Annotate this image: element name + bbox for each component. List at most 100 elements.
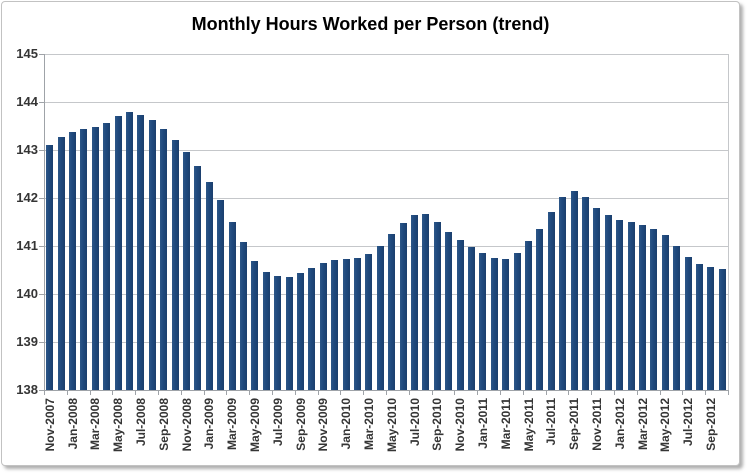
- y-axis-label: 145: [16, 46, 38, 61]
- chart-title: Monthly Hours Worked per Person (trend): [191, 14, 550, 34]
- y-axis-tick: [39, 54, 44, 55]
- x-axis-tick: [636, 390, 638, 395]
- x-axis-label: May-2008: [111, 398, 126, 453]
- bar: [240, 242, 247, 390]
- bar: [171, 139, 179, 390]
- bar: [114, 116, 122, 390]
- x-axis-label: May-2011: [521, 398, 536, 452]
- x-axis-tick: [568, 390, 570, 395]
- bar: [308, 267, 316, 390]
- bar-chart-plot-area: 138 139 140 141 142 143 144 145 Nov-2007 Jan-2008…: [2, 2, 739, 465]
- bar: [718, 268, 726, 390]
- x-axis-tick: [249, 390, 251, 395]
- x-axis-label: Jan-2009: [202, 398, 217, 450]
- x-axis-label: Mar-2011: [498, 398, 513, 450]
- bar: [365, 253, 373, 390]
- x-axis-tick: [614, 390, 615, 395]
- x-axis-label: Mar-2010: [361, 398, 376, 451]
- x-axis-label: Sep-2012: [703, 398, 718, 451]
- bar: [80, 129, 88, 390]
- y-axis-tick: [39, 246, 44, 247]
- y-gridline: [44, 198, 728, 199]
- bar: [183, 152, 190, 390]
- x-axis-tick: [272, 390, 273, 395]
- bar: [536, 228, 544, 390]
- bar: [696, 264, 703, 390]
- x-axis-tick: [89, 390, 91, 395]
- bar: [661, 235, 669, 390]
- x-axis-tick: [408, 390, 410, 395]
- x-axis-label: Nov-2008: [179, 398, 194, 452]
- plot-right-border: [728, 54, 729, 390]
- bar: [707, 267, 715, 390]
- x-axis-tick: [317, 390, 319, 395]
- bar: [251, 261, 259, 390]
- x-axis-tick: [158, 390, 159, 395]
- bar: [468, 247, 475, 390]
- bar: [297, 272, 304, 390]
- bar: [673, 246, 681, 390]
- bar: [616, 220, 624, 390]
- x-axis-tick: [112, 390, 114, 395]
- y-axis-tick: [39, 102, 44, 103]
- bar: [354, 258, 361, 390]
- bar: [285, 277, 293, 390]
- x-axis-label: May-2010: [384, 398, 399, 453]
- x-axis-label: Jan-2008: [65, 398, 80, 450]
- x-axis-tick: [226, 390, 228, 395]
- bar: [650, 229, 658, 390]
- bar: [194, 165, 202, 390]
- x-axis-tick: [203, 390, 205, 395]
- bar: [627, 222, 635, 390]
- x-axis-tick: [431, 390, 433, 395]
- y-gridline: [44, 102, 728, 103]
- x-axis-label: Sep-2009: [293, 398, 308, 451]
- bar: [570, 190, 578, 390]
- bar: [490, 257, 498, 390]
- x-axis-tick: [477, 390, 479, 395]
- bar: [445, 232, 453, 390]
- x-axis-label: Nov-2010: [453, 398, 468, 452]
- x-axis-label: Sep-2010: [430, 398, 445, 451]
- y-gridline: [44, 150, 728, 151]
- bar: [148, 119, 156, 390]
- bar: [217, 200, 225, 390]
- y-axis-line: [44, 54, 45, 390]
- x-axis-label: Mar-2009: [225, 398, 240, 451]
- bar: [262, 271, 270, 390]
- x-axis-tick: [294, 390, 296, 395]
- y-axis-label: 141: [16, 238, 38, 253]
- y-axis-label: 139: [16, 334, 38, 349]
- x-axis-label: Sep-2008: [156, 398, 171, 451]
- bar: [319, 263, 327, 390]
- bar: [376, 246, 384, 390]
- y-axis-tick: [39, 150, 44, 151]
- bar: [479, 252, 487, 390]
- y-gridline: [44, 342, 728, 343]
- bar: [513, 252, 521, 390]
- bar: [126, 112, 133, 390]
- bar: [399, 222, 407, 390]
- bar: [411, 214, 418, 390]
- bar: [433, 221, 441, 390]
- bar: [502, 258, 510, 390]
- y-gridline: [44, 246, 728, 247]
- bar: [160, 128, 168, 390]
- y-axis-tick: [39, 198, 44, 199]
- bar: [604, 215, 612, 390]
- x-axis-label: Mar-2012: [635, 398, 650, 451]
- bar: [228, 222, 236, 390]
- x-axis-tick: [66, 390, 68, 395]
- bar: [582, 197, 589, 390]
- x-axis-tick: [728, 390, 729, 395]
- x-axis-tick: [545, 390, 547, 395]
- x-axis-label: Jul-2008: [133, 398, 148, 447]
- bar: [559, 197, 567, 390]
- bar: [331, 260, 339, 390]
- x-axis-tick: [135, 390, 137, 395]
- bar: [342, 259, 350, 390]
- x-axis-tick: [659, 390, 661, 395]
- x-axis-line: [43, 390, 728, 391]
- y-gridline: [44, 294, 728, 295]
- chart-frame: Monthly Hours Worked per Person (trend) …: [1, 1, 740, 466]
